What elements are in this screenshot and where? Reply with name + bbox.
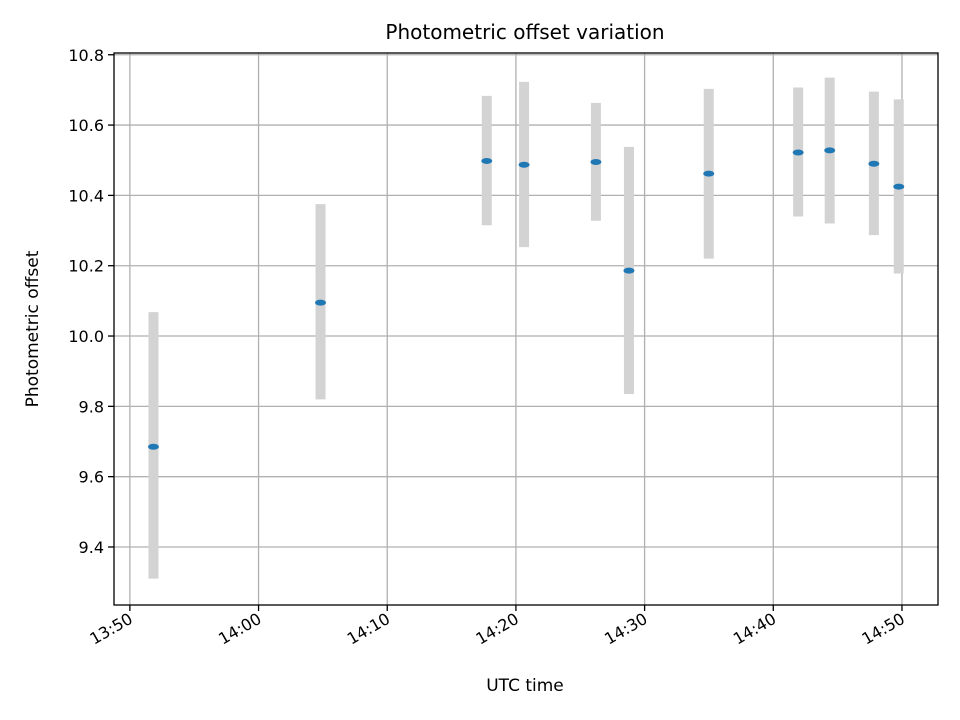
errorbar-layer	[148, 77, 904, 579]
x-tick-label: 14:30	[601, 609, 650, 649]
x-tick-label: 13:50	[86, 609, 135, 649]
y-tick-label: 10.4	[68, 186, 104, 205]
x-tick-label: 14:20	[472, 609, 521, 649]
x-tick-label: 14:10	[344, 609, 393, 649]
chart-title: Photometric offset variation	[385, 20, 664, 44]
x-tick-label: 14:40	[730, 609, 779, 649]
data-point	[481, 157, 493, 164]
x-axis-label: UTC time	[486, 676, 564, 696]
y-tick-label: 10.8	[68, 46, 104, 65]
data-point	[868, 160, 880, 167]
data-point	[590, 158, 602, 165]
data-point	[623, 267, 635, 274]
y-tick-label: 10.6	[68, 116, 104, 135]
data-point	[518, 161, 530, 168]
y-axis-label: Photometric offset	[23, 250, 43, 407]
data-point	[893, 183, 905, 190]
point-layer	[147, 147, 905, 450]
x-tick-label: 14:50	[859, 609, 908, 649]
data-point	[703, 170, 715, 177]
y-tick-label: 10.0	[68, 327, 104, 346]
y-axis: 9.4 9.6 9.8 10.0 10.2 10.4 10.6 10.8	[68, 46, 114, 557]
y-tick-label: 9.6	[79, 468, 104, 487]
data-point	[792, 149, 804, 156]
y-tick-label: 9.8	[79, 397, 104, 416]
data-point	[824, 147, 836, 154]
data-point	[315, 299, 327, 306]
data-point	[147, 443, 159, 450]
y-tick-label: 10.2	[68, 257, 104, 276]
y-tick-label: 9.4	[79, 538, 104, 557]
plot-frame	[113, 52, 939, 606]
x-axis: 13:50 14:00 14:10 14:20 14:30 14:40 14:50	[86, 605, 908, 649]
x-tick-label: 14:00	[215, 609, 264, 649]
